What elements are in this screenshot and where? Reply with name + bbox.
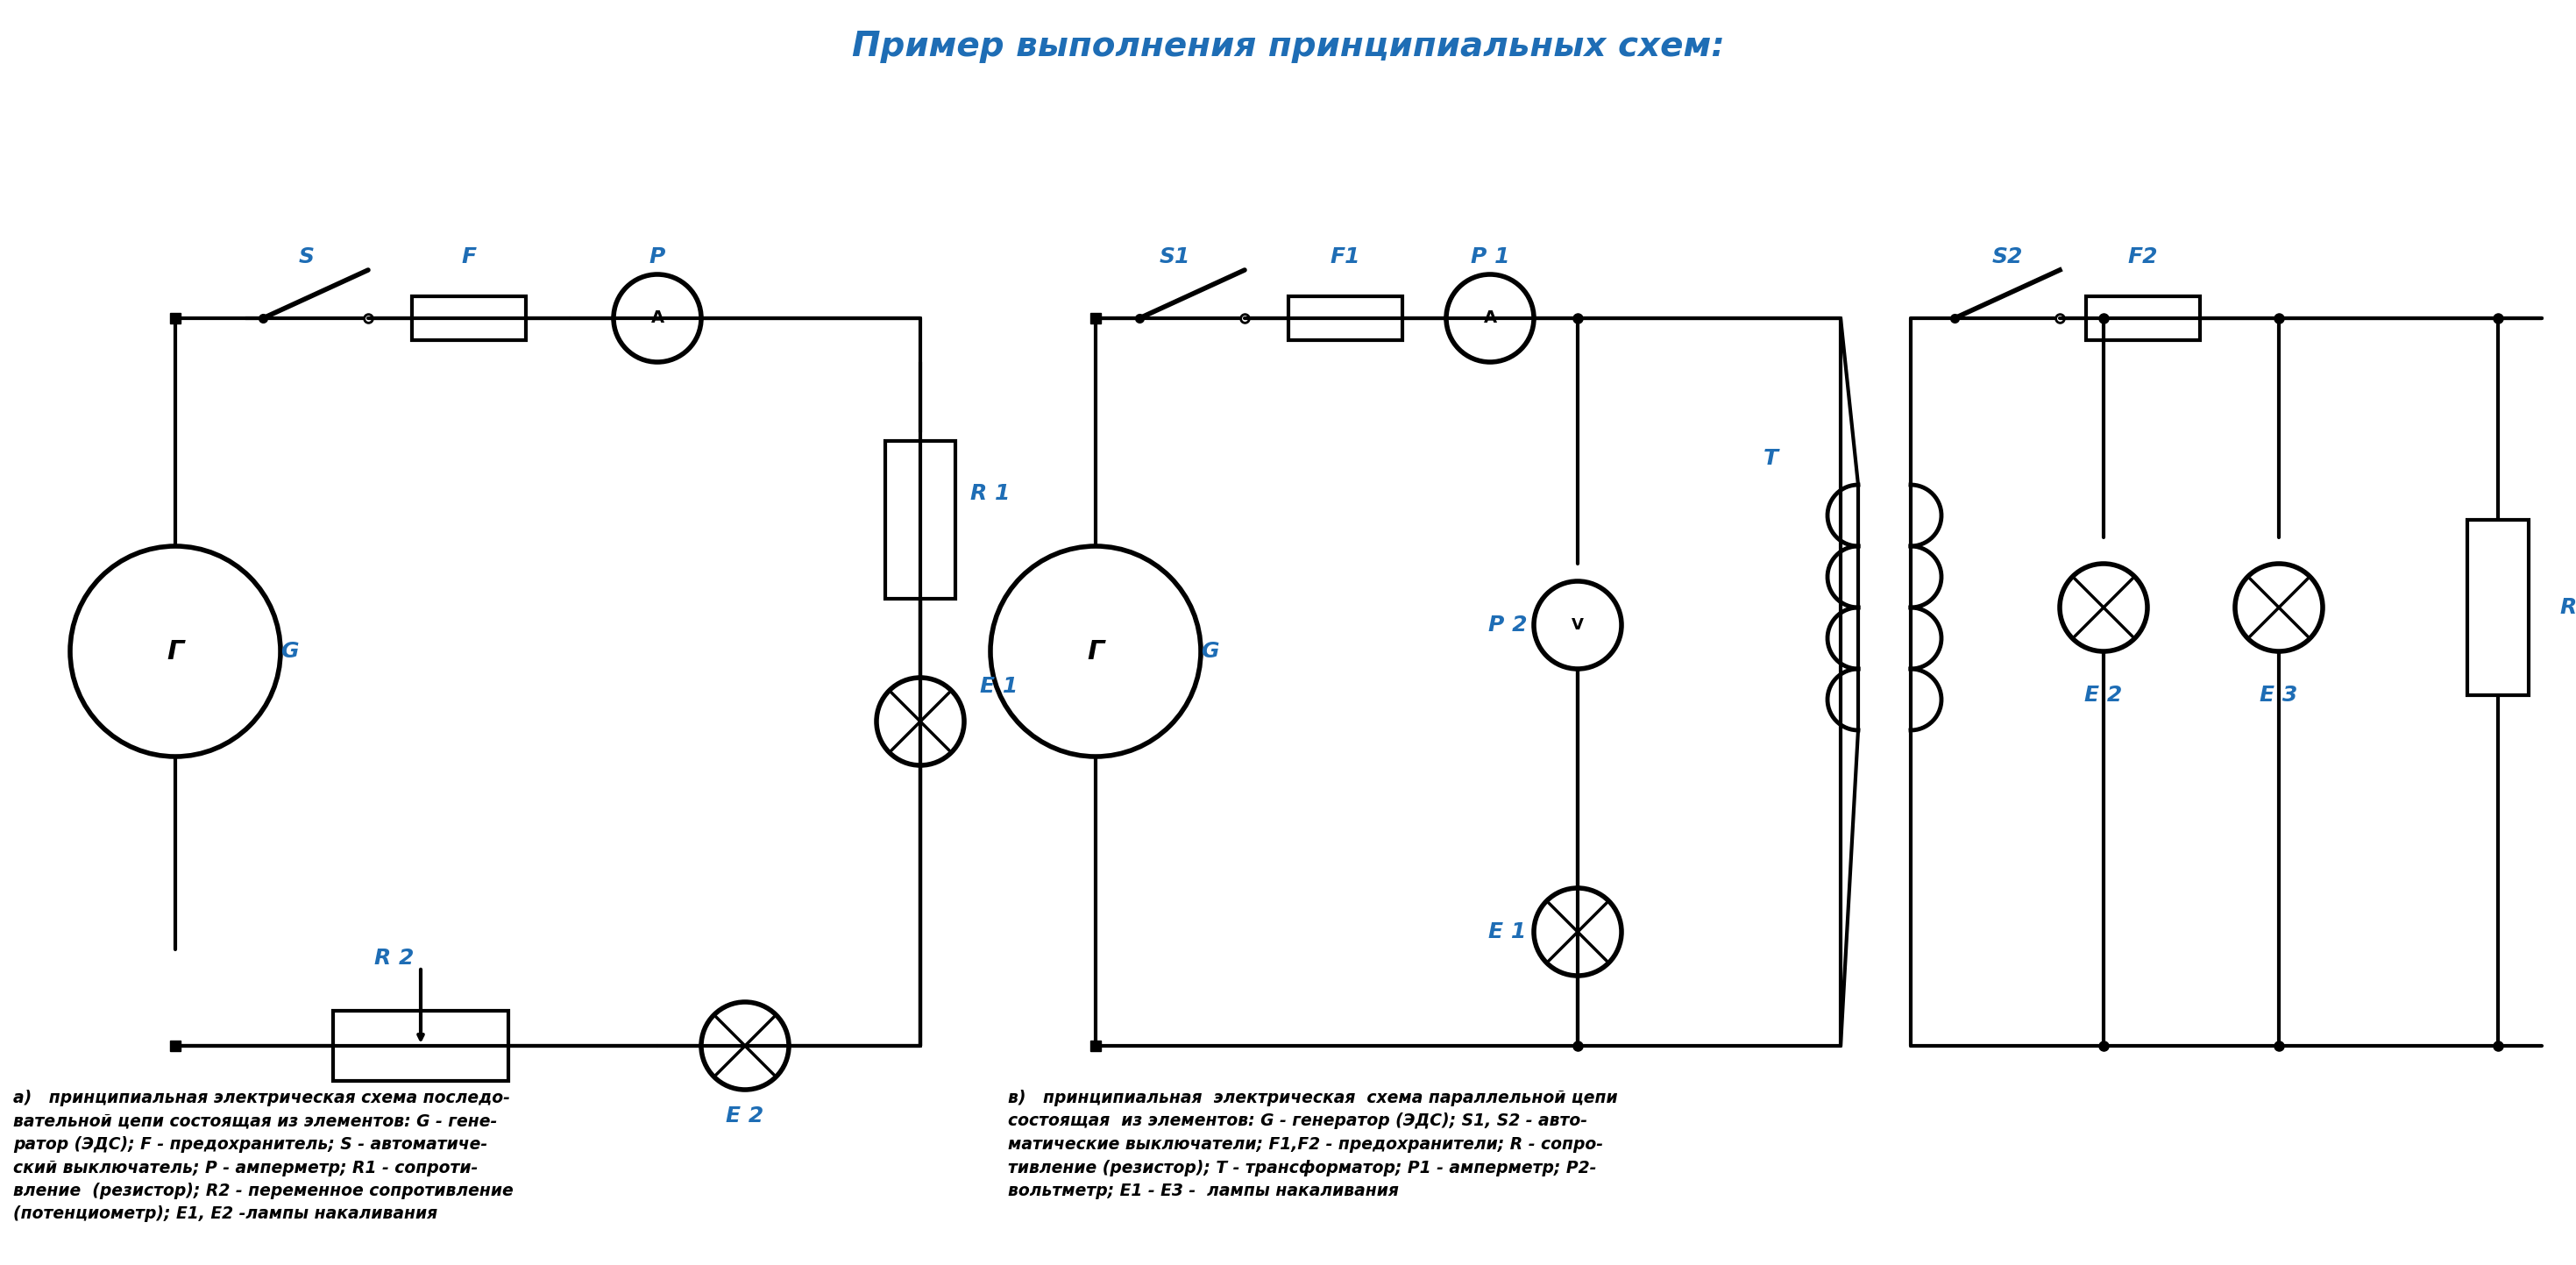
Bar [2468,520,2530,696]
Text: Пример выполнения принципиальных схем:: Пример выполнения принципиальных схем: [853,30,1726,63]
Text: S1: S1 [1159,247,1190,267]
Text: T: T [1762,448,1777,469]
Text: A: A [1484,310,1497,326]
Text: E 3: E 3 [2259,684,2298,706]
Bar [2087,296,2200,340]
Text: A: A [652,310,665,326]
Bar [886,441,956,598]
Text: P 1: P 1 [1471,247,1510,267]
Text: R: R [2561,597,2576,619]
Text: R 2: R 2 [374,947,415,969]
Text: а)   принципиальная электрическая схема последо-
вательной цепи состоящая из эле: а) принципиальная электрическая схема по… [13,1089,513,1222]
Text: S2: S2 [1991,247,2022,267]
Text: F1: F1 [1329,247,1360,267]
Text: P 2: P 2 [1489,615,1528,635]
Text: E 2: E 2 [726,1106,765,1127]
Text: E 1: E 1 [1489,921,1528,942]
Text: V: V [1571,617,1584,632]
Text: Г: Г [167,639,183,664]
Text: E 1: E 1 [981,676,1018,697]
Text: F2: F2 [2128,247,2159,267]
Text: R 1: R 1 [971,483,1010,503]
Text: E 2: E 2 [2084,684,2123,706]
Bar [412,296,526,340]
Text: в)   принципиальная  электрическая  схема параллельной цепи
состоящая  из элемен: в) принципиальная электрическая схема па… [1007,1089,1618,1199]
Text: G: G [1200,641,1218,662]
Text: P: P [649,247,665,267]
Text: F: F [461,247,477,267]
Text: S: S [299,247,314,267]
Text: Г: Г [1087,639,1105,664]
Bar [332,1011,507,1080]
Text: G: G [281,641,299,662]
Bar [1288,296,1401,340]
